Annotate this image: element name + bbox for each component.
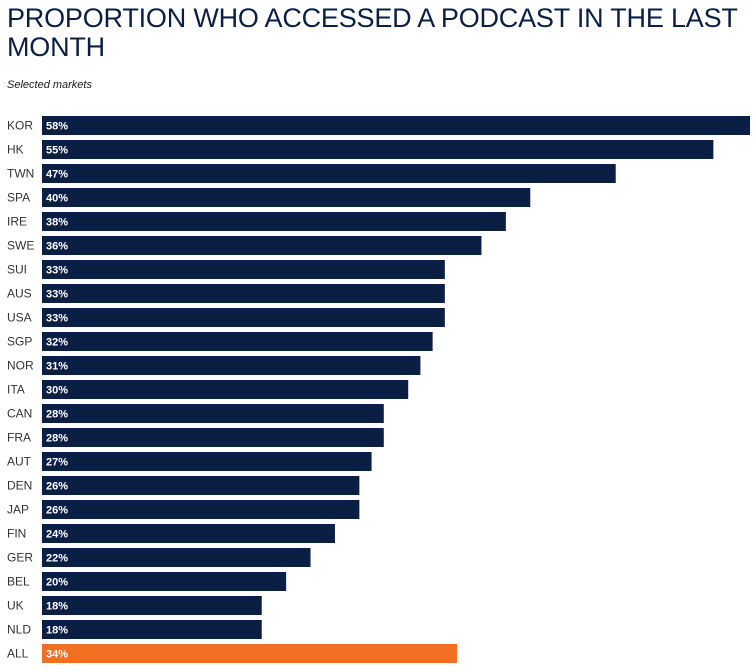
value-label: 33% bbox=[46, 313, 68, 325]
bar-nld bbox=[42, 620, 262, 639]
bar-sgp bbox=[42, 332, 433, 351]
value-label: 20% bbox=[46, 577, 68, 589]
value-label: 26% bbox=[46, 505, 68, 517]
category-label: HK bbox=[7, 143, 24, 157]
bar-jap bbox=[42, 500, 360, 519]
value-label: 26% bbox=[46, 481, 68, 493]
category-label: AUT bbox=[7, 455, 32, 469]
bar-swe bbox=[42, 236, 482, 255]
bar-ita bbox=[42, 380, 409, 399]
bar-spa bbox=[42, 188, 531, 207]
category-label: NOR bbox=[7, 359, 34, 373]
value-label: 38% bbox=[46, 217, 68, 229]
value-label: 30% bbox=[46, 385, 68, 397]
value-label: 33% bbox=[46, 289, 68, 301]
bar-all bbox=[42, 644, 458, 663]
value-label: 31% bbox=[46, 361, 68, 373]
bar-aut bbox=[42, 452, 372, 471]
value-label: 27% bbox=[46, 457, 68, 469]
value-label: 22% bbox=[46, 553, 68, 565]
bar-den bbox=[42, 476, 360, 495]
value-label: 58% bbox=[46, 121, 68, 133]
category-label: TWN bbox=[7, 167, 34, 181]
value-label: 28% bbox=[46, 409, 68, 421]
bar-aus bbox=[42, 284, 445, 303]
value-label: 34% bbox=[46, 649, 68, 661]
bar-ger bbox=[42, 548, 311, 567]
category-label: KOR bbox=[7, 119, 33, 133]
bar-uk bbox=[42, 596, 262, 615]
category-label: SWE bbox=[7, 239, 34, 253]
category-label: CAN bbox=[7, 407, 32, 421]
value-label: 18% bbox=[46, 601, 68, 613]
bar-fin bbox=[42, 524, 335, 543]
bar-hk bbox=[42, 140, 714, 159]
bar-nor bbox=[42, 356, 421, 375]
category-label: FIN bbox=[7, 527, 26, 541]
category-label: UK bbox=[7, 599, 24, 613]
bar-ire bbox=[42, 212, 506, 231]
bar-kor bbox=[42, 116, 750, 135]
value-label: 28% bbox=[46, 433, 68, 445]
value-label: 55% bbox=[46, 145, 68, 157]
category-label: DEN bbox=[7, 479, 32, 493]
category-label: IRE bbox=[7, 215, 27, 229]
bar-can bbox=[42, 404, 384, 423]
category-label: AUS bbox=[7, 287, 32, 301]
bar-usa bbox=[42, 308, 445, 327]
value-label: 32% bbox=[46, 337, 68, 349]
category-label: GER bbox=[7, 551, 33, 565]
value-label: 18% bbox=[46, 625, 68, 637]
category-label: SUI bbox=[7, 263, 27, 277]
category-label: SPA bbox=[7, 191, 30, 205]
category-label: NLD bbox=[7, 623, 31, 637]
category-label: SGP bbox=[7, 335, 32, 349]
value-label: 47% bbox=[46, 169, 68, 181]
value-label: 36% bbox=[46, 241, 68, 253]
value-label: 33% bbox=[46, 265, 68, 277]
chart-title: PROPORTION WHO ACCESSED A PODCAST IN THE… bbox=[7, 3, 738, 62]
chart-subtitle: Selected markets bbox=[7, 79, 92, 91]
category-label: JAP bbox=[7, 503, 29, 517]
category-label: ALL bbox=[7, 647, 29, 661]
bar-sui bbox=[42, 260, 445, 279]
value-label: 24% bbox=[46, 529, 68, 541]
category-label: ITA bbox=[7, 383, 25, 397]
value-label: 40% bbox=[46, 193, 68, 205]
category-label: USA bbox=[7, 311, 32, 325]
bar-bel bbox=[42, 572, 287, 591]
bar-fra bbox=[42, 428, 384, 447]
bar-twn bbox=[42, 164, 616, 183]
category-label: FRA bbox=[7, 431, 31, 445]
category-label: BEL bbox=[7, 575, 30, 589]
